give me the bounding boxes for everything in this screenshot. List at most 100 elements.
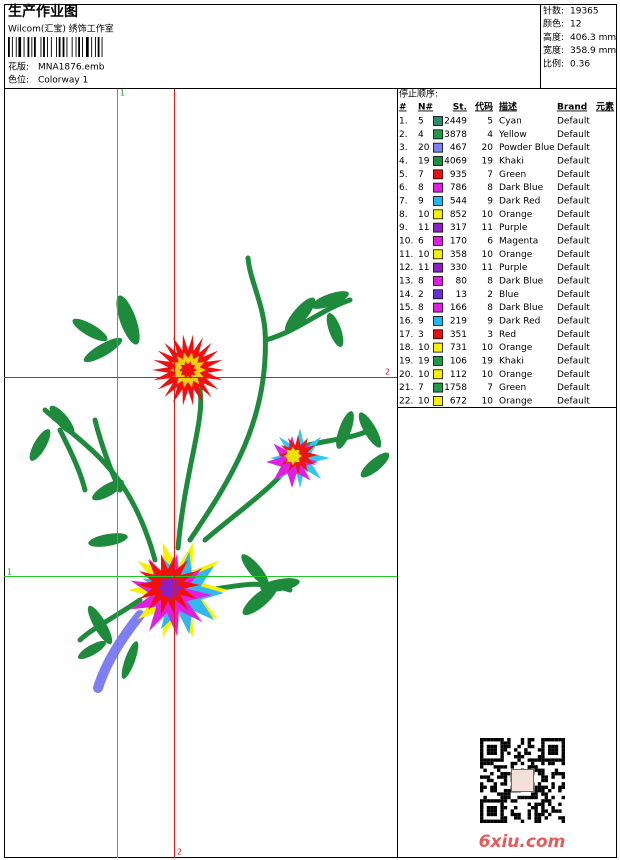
color-swatch: [433, 156, 443, 166]
cell: 672: [450, 396, 467, 406]
qr-module: [561, 782, 565, 786]
stem: [263, 297, 353, 343]
qr-module: [497, 765, 501, 769]
cell: 10: [418, 343, 430, 353]
qr-module: [493, 799, 497, 803]
qr-module: [558, 785, 562, 789]
cell: Purple: [499, 263, 528, 273]
watermark: 6xiu.com: [479, 832, 566, 852]
qr-module: [544, 795, 548, 800]
cell: 22.: [399, 396, 413, 406]
qr-module: [541, 802, 545, 806]
qr-module: [503, 748, 508, 752]
qr-module: [537, 748, 542, 752]
barcode-bar: [78, 37, 80, 57]
flower-petals: [158, 576, 182, 600]
qr-module: [537, 802, 542, 806]
cell: 5.: [399, 170, 408, 180]
qr-module: [561, 758, 565, 762]
qr-module: [551, 806, 555, 810]
qr-module: [490, 812, 494, 817]
color-swatch: [433, 289, 443, 300]
cell: 12.: [399, 263, 413, 273]
cell: 330: [450, 263, 467, 273]
qr-module: [480, 812, 484, 817]
cell: Dark Blue: [499, 276, 544, 286]
qr-module: [503, 782, 508, 786]
cell: 5: [487, 117, 493, 127]
qr-module: [561, 744, 565, 749]
cell: 20: [482, 143, 494, 153]
qr-module: [554, 751, 559, 755]
cell: Default: [557, 316, 590, 326]
cell: 7: [418, 170, 424, 180]
qr-module: [486, 799, 491, 803]
cell: 731: [450, 343, 467, 353]
leaf: [116, 295, 140, 345]
qr-module: [493, 758, 497, 762]
stat-label: 颜色:: [543, 18, 564, 30]
qr-module: [500, 802, 504, 806]
qr-module: [486, 748, 491, 752]
qr-module: [527, 738, 531, 742]
color-swatch: [433, 396, 443, 406]
qr-module: [503, 806, 508, 810]
barcode-bar: [8, 37, 10, 57]
cell: Orange: [499, 370, 533, 380]
qr-module: [534, 768, 538, 772]
qr-module: [486, 744, 491, 749]
qr-module: [490, 772, 494, 776]
qr-module: [541, 792, 545, 796]
qr-module: [500, 819, 504, 823]
qr-module: [514, 748, 518, 752]
cell: Powder Blue: [499, 143, 555, 153]
barcode: [8, 37, 103, 57]
barcode-bar: [27, 37, 30, 57]
qr-module: [527, 816, 531, 820]
cell: 8: [418, 183, 424, 193]
qr-module: [480, 744, 484, 749]
color-swatch: [433, 182, 443, 193]
cell: 13: [456, 290, 467, 300]
qr-module: [548, 802, 552, 806]
barcode-bar: [91, 37, 93, 57]
qr-module: [503, 765, 508, 769]
cell: 9: [487, 196, 493, 206]
cell: 6.: [399, 183, 408, 193]
table-title: 停止顺序:: [399, 88, 438, 100]
qr-module: [527, 795, 531, 800]
qr-module: [527, 751, 531, 755]
qr-module: [500, 775, 504, 779]
barcode-bar: [43, 37, 45, 57]
qr-module: [561, 751, 565, 755]
qr-module: [493, 738, 497, 742]
qr-module: [490, 744, 494, 749]
qr-module: [493, 806, 497, 810]
qr-module: [548, 799, 552, 803]
qr-module: [493, 744, 497, 749]
qr-module: [561, 741, 565, 745]
cell: 10: [418, 210, 430, 220]
qr-module: [524, 795, 528, 800]
column-header: 元素: [596, 101, 614, 113]
qr-module: [480, 765, 484, 769]
qr-module: [551, 809, 555, 813]
qr-module: [531, 795, 535, 800]
qr-module: [500, 799, 504, 803]
qr-module: [527, 802, 531, 806]
qr-module: [531, 758, 535, 762]
leaf: [358, 412, 382, 448]
leaf: [336, 411, 354, 449]
cell: 10: [418, 370, 430, 380]
cell: 3: [487, 330, 493, 340]
cell: 4: [487, 130, 493, 140]
qr-module: [527, 809, 531, 813]
qr-module: [497, 758, 501, 762]
qr-module: [486, 775, 491, 779]
qr-module: [483, 785, 487, 789]
qr-module: [483, 768, 487, 772]
barcode-bar: [47, 37, 48, 57]
qr-module: [500, 741, 504, 745]
guide-label: 2: [177, 848, 182, 857]
cell: 17.: [399, 330, 413, 340]
